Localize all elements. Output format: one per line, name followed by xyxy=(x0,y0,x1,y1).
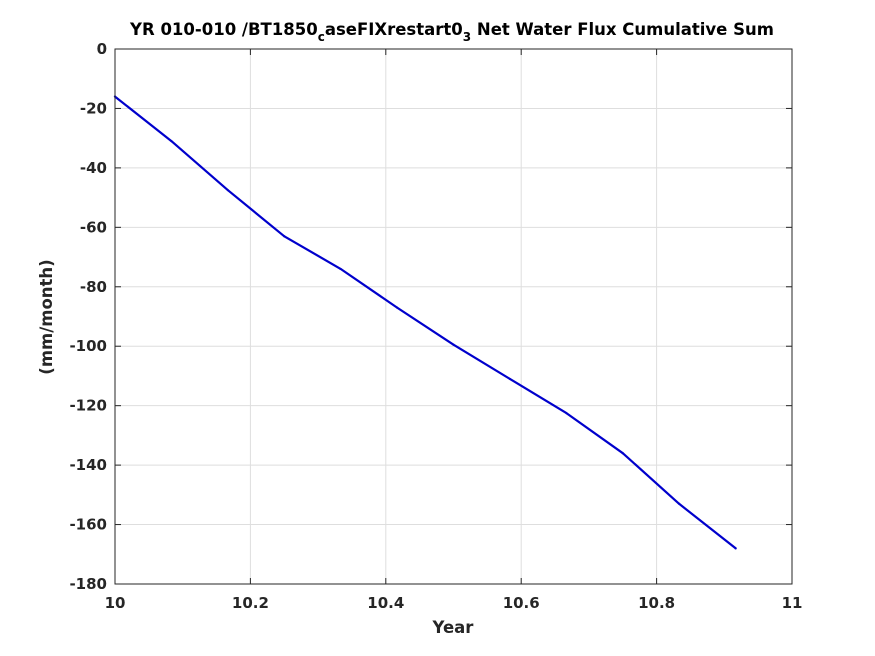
data-point xyxy=(565,411,568,415)
y-tick-label: -120 xyxy=(69,397,107,415)
y-tick-label: -140 xyxy=(69,456,107,474)
data-point xyxy=(452,343,455,346)
x-tick-label: 10.6 xyxy=(503,594,540,612)
data-point xyxy=(170,140,173,143)
title-part: Net Water Flux Cumulative Sum xyxy=(471,20,774,39)
y-tick-label: -60 xyxy=(80,218,107,236)
title-part: YR 010-010 /BT1850 xyxy=(129,20,318,39)
x-axis-tick-labels: 10 10.2 10.4 10.6 10.8 11 xyxy=(105,594,803,612)
title-part: c xyxy=(318,30,325,44)
axes-box xyxy=(114,48,793,585)
y-tick-label: -80 xyxy=(80,278,107,296)
data-point xyxy=(226,189,229,192)
y-tick-label: -100 xyxy=(69,337,107,355)
tick-marks xyxy=(114,48,793,585)
y-tick-label: -180 xyxy=(69,575,107,593)
y-tick-label: -40 xyxy=(80,159,107,177)
plot-area xyxy=(113,48,793,585)
x-tick-label: 10.2 xyxy=(232,594,269,612)
grid-lines xyxy=(115,49,792,584)
y-tick-label: 0 xyxy=(97,40,107,58)
data-point xyxy=(339,267,342,271)
data-point xyxy=(283,235,286,238)
data-point xyxy=(508,377,511,381)
title-part: aseFIXrestart0 xyxy=(325,20,463,39)
title-part: 3 xyxy=(463,30,471,44)
y-axis-label: (mm/month) xyxy=(37,259,56,374)
y-tick-label: -160 xyxy=(69,516,107,534)
series-layer xyxy=(113,95,737,550)
x-tick-label: 10.4 xyxy=(367,594,404,612)
chart-title: YR 010-010 /BT1850caseFIXrestart03 Net W… xyxy=(129,20,774,44)
data-point xyxy=(621,452,624,455)
y-axis-tick-labels: 0 -20 -40 -60 -80 -100 -120 -140 -160 -180 xyxy=(69,40,107,593)
x-tick-label: 10.8 xyxy=(638,594,675,612)
series-line xyxy=(113,95,737,550)
data-point xyxy=(734,547,737,550)
y-tick-label: -20 xyxy=(80,99,107,117)
data-point xyxy=(396,306,399,309)
x-tick-label: 10 xyxy=(105,594,126,612)
data-point xyxy=(678,502,681,505)
x-axis-label: Year xyxy=(432,618,475,637)
x-tick-label: 11 xyxy=(782,594,803,612)
axes-frame xyxy=(114,48,793,585)
